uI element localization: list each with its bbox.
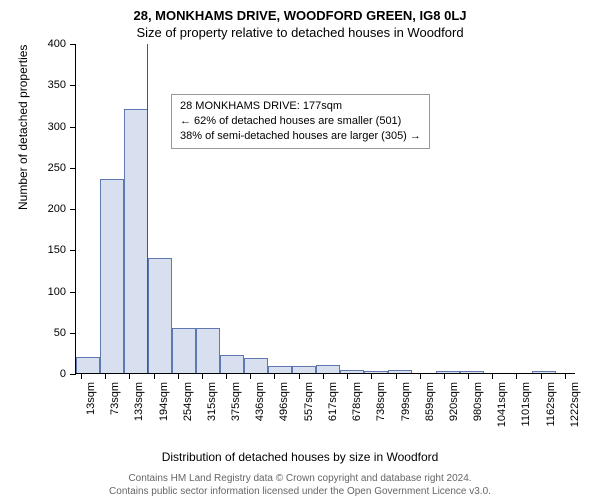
histogram-bar [388, 370, 412, 373]
y-tick [70, 292, 76, 293]
y-tick [70, 209, 76, 210]
y-tick-label: 350 [48, 79, 66, 91]
plot-area: 28 MONKHAMS DRIVE: 177sqm ← 62% of detac… [75, 44, 575, 374]
x-tick [299, 373, 300, 379]
x-tick [105, 373, 106, 379]
y-axis-label: Number of detached properties [16, 45, 30, 210]
x-tick-label: 436sqm [254, 382, 266, 421]
y-tick-label: 400 [48, 38, 66, 50]
histogram-bar [316, 365, 340, 373]
page-subtitle: Size of property relative to detached ho… [0, 23, 600, 40]
x-tick [178, 373, 179, 379]
histogram-bar [436, 371, 460, 373]
x-tick-label: 678sqm [351, 382, 363, 421]
callout-line-1: 28 MONKHAMS DRIVE: 177sqm [180, 99, 421, 114]
x-tick-label: 799sqm [400, 382, 412, 421]
x-tick [492, 373, 493, 379]
y-tick-label: 300 [48, 121, 66, 133]
y-tick-label: 250 [48, 162, 66, 174]
y-tick-label: 150 [48, 244, 66, 256]
footer-attribution: Contains HM Land Registry data © Crown c… [0, 473, 600, 498]
page-title: 28, MONKHAMS DRIVE, WOODFORD GREEN, IG8 … [0, 0, 600, 23]
y-tick [70, 374, 76, 375]
histogram-bar [172, 328, 196, 373]
x-tick [226, 373, 227, 379]
y-tick-label: 0 [60, 368, 66, 380]
x-tick [444, 373, 445, 379]
x-tick-label: 1162sqm [545, 382, 557, 426]
histogram-bar [268, 366, 292, 373]
callout-box: 28 MONKHAMS DRIVE: 177sqm ← 62% of detac… [171, 94, 430, 149]
histogram-bar [340, 370, 364, 373]
y-tick [70, 250, 76, 251]
footer-line-1: Contains HM Land Registry data © Crown c… [0, 473, 600, 486]
x-tick [347, 373, 348, 379]
y-tick [70, 85, 76, 86]
x-tick-label: 73sqm [109, 382, 121, 415]
histogram-bar [292, 366, 316, 373]
histogram-bar [124, 109, 148, 373]
histogram-bar [220, 355, 244, 373]
x-tick [468, 373, 469, 379]
x-tick [420, 373, 421, 379]
x-tick-label: 375sqm [230, 382, 242, 421]
y-tick-label: 200 [48, 203, 66, 215]
x-tick-label: 1222sqm [569, 382, 581, 427]
x-tick-label: 1101sqm [520, 382, 532, 426]
x-tick-label: 617sqm [327, 382, 339, 421]
x-tick-label: 315sqm [206, 382, 218, 421]
chart-container: 28, MONKHAMS DRIVE, WOODFORD GREEN, IG8 … [0, 0, 600, 500]
reference-line [147, 44, 148, 373]
y-tick [70, 127, 76, 128]
x-tick [516, 373, 517, 379]
x-tick-label: 1041sqm [496, 382, 508, 427]
x-tick [371, 373, 372, 379]
callout-line-2: ← 62% of detached houses are smaller (50… [180, 114, 421, 129]
histogram-bar [460, 371, 484, 373]
x-tick [81, 373, 82, 379]
x-tick-label: 920sqm [448, 382, 460, 421]
y-tick-label: 50 [54, 327, 66, 339]
x-tick-label: 194sqm [158, 382, 170, 421]
x-tick [250, 373, 251, 379]
callout-line-3: 38% of semi-detached houses are larger (… [180, 129, 421, 144]
x-axis-label: Distribution of detached houses by size … [0, 450, 600, 464]
x-tick [154, 373, 155, 379]
x-tick-label: 13sqm [85, 382, 97, 415]
x-tick [396, 373, 397, 379]
y-tick [70, 168, 76, 169]
x-tick-label: 254sqm [182, 382, 194, 421]
histogram-bar [244, 358, 268, 373]
x-tick [323, 373, 324, 379]
footer-line-2: Contains public sector information licen… [0, 486, 600, 499]
x-tick-label: 859sqm [424, 382, 436, 421]
x-tick [565, 373, 566, 379]
x-tick-label: 738sqm [375, 382, 387, 421]
y-tick [70, 44, 76, 45]
histogram-bar [148, 258, 172, 374]
histogram-bar [196, 328, 220, 373]
histogram-bar [76, 357, 100, 374]
x-tick-label: 496sqm [278, 382, 290, 421]
x-tick [274, 373, 275, 379]
x-tick-label: 980sqm [472, 382, 484, 421]
x-tick [202, 373, 203, 379]
histogram-bar [364, 371, 388, 373]
x-tick [129, 373, 130, 379]
x-tick [541, 373, 542, 379]
histogram-bar [100, 179, 124, 373]
y-tick-label: 100 [48, 286, 66, 298]
x-tick-label: 133sqm [133, 382, 145, 421]
histogram-bar [532, 371, 556, 373]
x-tick-label: 557sqm [303, 382, 315, 421]
y-tick [70, 333, 76, 334]
